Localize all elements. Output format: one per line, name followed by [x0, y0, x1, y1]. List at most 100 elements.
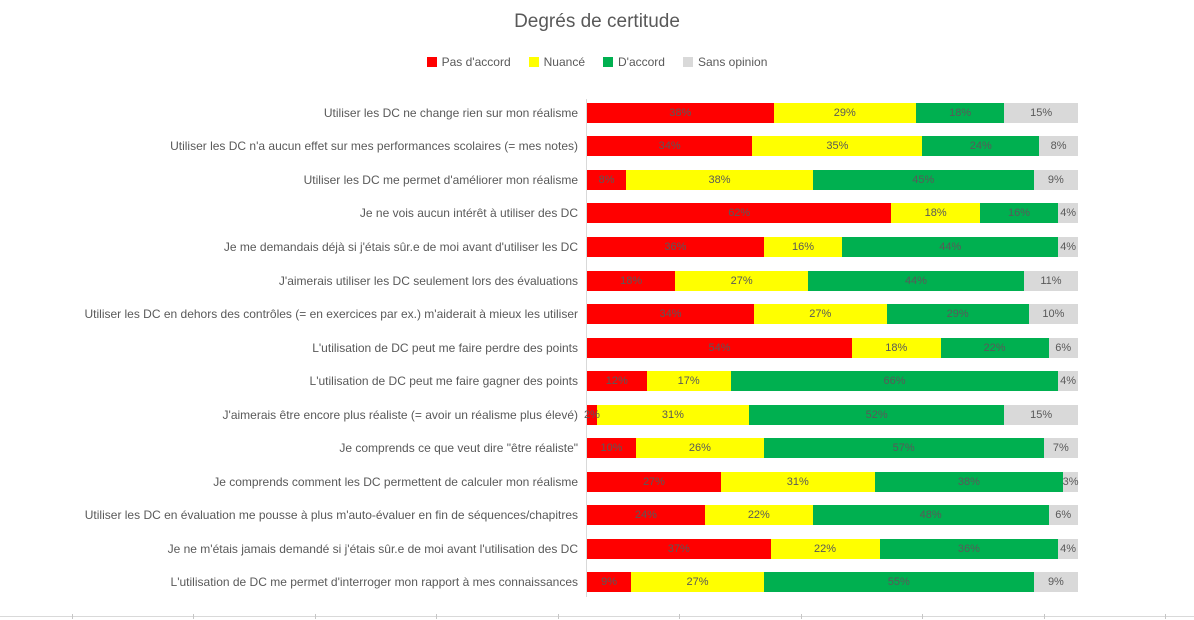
- legend-label: Sans opinion: [697, 55, 768, 69]
- bar-segment-d-accord: 16%: [979, 203, 1059, 224]
- data-label: 15%: [1030, 408, 1053, 421]
- bar-track: 9% 27% 55% 9%: [587, 572, 1078, 593]
- bar-track: 54% 18% 22% 6%: [587, 337, 1078, 358]
- bar-segment-pas-d-accord: 34%: [587, 304, 754, 325]
- legend-item-nuance: Nuancé: [528, 55, 585, 69]
- chart-row: Je ne m'étais jamais demandé si j'étais …: [0, 532, 1194, 566]
- data-label: 9%: [1047, 576, 1064, 589]
- bar-segment-d-accord: 57%: [763, 438, 1044, 459]
- category-label: Utiliser les DC n'a aucun effet sur mes …: [170, 139, 578, 154]
- bar-segment-sans-opinion: 15%: [1004, 404, 1078, 425]
- category-label: Je ne vois aucun intérêt à utiliser des …: [359, 206, 578, 221]
- bar-track: 37% 22% 36% 4%: [587, 538, 1078, 559]
- chart-row: Je comprends comment les DC permettent d…: [0, 465, 1194, 499]
- data-label: 36%: [664, 240, 687, 253]
- bar-segment-nuance: 18%: [891, 203, 980, 224]
- axis-tick: [1044, 614, 1045, 619]
- bar-segment-nuance: 27%: [753, 304, 887, 325]
- legend-swatch-yellow: [528, 57, 539, 67]
- bar-segment-d-accord: 36%: [879, 538, 1059, 559]
- category-label: Utiliser les DC en évaluation me pousse …: [84, 508, 578, 523]
- category-label: Utiliser les DC en dehors des contrôles …: [84, 307, 579, 322]
- bar-segment-d-accord: 48%: [812, 505, 1049, 526]
- data-label: 4%: [1060, 240, 1077, 253]
- chart-title: Degrés de certitude: [514, 11, 680, 32]
- data-label: 62%: [728, 207, 751, 220]
- axis-tick: [1165, 614, 1166, 619]
- axis-tick: [72, 614, 73, 619]
- bar-segment-d-accord: 22%: [940, 337, 1049, 358]
- bar-segment-nuance: 38%: [626, 169, 813, 190]
- chart-row: L'utilisation de DC peut me faire gagner…: [0, 364, 1194, 398]
- category-label: L'utilisation de DC me permet d'interrog…: [170, 575, 578, 590]
- data-label: 35%: [826, 140, 849, 153]
- bar-segment-nuance: 29%: [773, 102, 916, 123]
- chart-row: Je ne vois aucun intérêt à utiliser des …: [0, 197, 1194, 231]
- bar-segment-pas-d-accord: 34%: [587, 136, 753, 157]
- bar-segment-d-accord: 52%: [749, 404, 1005, 425]
- chart-row: L'utilisation de DC me permet d'interrog…: [0, 566, 1194, 600]
- bar-segment-d-accord: 38%: [874, 471, 1064, 492]
- data-label: 27%: [730, 274, 753, 287]
- data-label: 18%: [885, 341, 908, 354]
- bar-segment-nuance: 31%: [596, 404, 750, 425]
- bar-track: 34% 27% 29% 10%: [587, 304, 1078, 325]
- chart-row: Je comprends ce que veut dire "être réal…: [0, 431, 1194, 465]
- bar-segment-pas-d-accord: 18%: [587, 270, 676, 291]
- data-label: 44%: [939, 240, 962, 253]
- category-label: L'utilisation de DC peut me faire gagner…: [309, 374, 578, 389]
- category-label: Je comprends comment les DC permettent d…: [213, 474, 578, 489]
- bar-segment-pas-d-accord: 10%: [587, 438, 637, 459]
- data-label: 37%: [667, 542, 690, 555]
- legend-label: D'accord: [618, 55, 665, 69]
- data-label: 38%: [708, 173, 731, 186]
- data-label: 36%: [957, 542, 980, 555]
- bar-segment-sans-opinion: 9%: [1033, 572, 1078, 593]
- chart-row: Utiliser les DC me permet d'améliorer mo…: [0, 163, 1194, 197]
- category-label: Je comprends ce que veut dire "être réal…: [339, 441, 578, 456]
- data-label: 55%: [887, 576, 910, 589]
- bar-segment-nuance: 17%: [646, 371, 731, 392]
- data-label: 4%: [1060, 542, 1076, 555]
- data-label: 8%: [1050, 140, 1067, 153]
- data-label: 7%: [1052, 442, 1069, 455]
- legend-item-daccord: D'accord: [603, 55, 665, 69]
- bar-segment-pas-d-accord: 9%: [587, 572, 632, 593]
- category-label: J'aimerais utiliser les DC seulement lor…: [278, 273, 578, 288]
- data-label: 24%: [969, 140, 992, 153]
- chart-row: Utiliser les DC en dehors des contrôles …: [0, 297, 1194, 331]
- bar-track: 36% 16% 44% 4%: [587, 236, 1078, 257]
- bar-segment-nuance: 35%: [752, 136, 923, 157]
- bar-segment-d-accord: 44%: [807, 270, 1024, 291]
- bar-segment-d-accord: 29%: [886, 304, 1029, 325]
- legend-swatch-green: [603, 57, 613, 67]
- bar-segment-nuance: 27%: [675, 270, 808, 291]
- bar-segment-pas-d-accord: 27%: [587, 471, 721, 492]
- data-label: 18%: [620, 274, 643, 287]
- data-label: 18%: [924, 207, 947, 220]
- chart-row: L'utilisation de DC peut me faire perdre…: [0, 331, 1194, 365]
- data-label: 31%: [786, 475, 809, 488]
- bar-track: 27% 31% 38% 3%: [587, 471, 1078, 492]
- data-label: 22%: [983, 341, 1006, 354]
- legend-item-sans-opinion: Sans opinion: [682, 55, 768, 69]
- data-label: 66%: [883, 375, 906, 388]
- data-label: 27%: [686, 576, 709, 589]
- data-label: 22%: [747, 509, 770, 522]
- data-label: 31%: [661, 408, 684, 421]
- data-label: 2%: [583, 408, 600, 421]
- data-label: 17%: [677, 375, 700, 388]
- data-label: 4%: [1060, 375, 1076, 388]
- data-label: 18%: [949, 106, 972, 119]
- chart-row: J'aimerais utiliser les DC seulement lor…: [0, 264, 1194, 298]
- data-label: 15%: [1030, 106, 1053, 119]
- bottom-axis-line: [0, 616, 1194, 617]
- bar-segment-nuance: 22%: [770, 538, 880, 559]
- data-label: 4%: [1060, 207, 1077, 220]
- bar-segment-pas-d-accord: 8%: [587, 169, 627, 190]
- axis-tick: [315, 614, 316, 619]
- category-label: Je ne m'étais jamais demandé si j'étais …: [167, 541, 578, 556]
- data-label: 10%: [1042, 308, 1065, 321]
- data-label: 16%: [1008, 207, 1031, 220]
- bar-segment-nuance: 27%: [631, 572, 764, 593]
